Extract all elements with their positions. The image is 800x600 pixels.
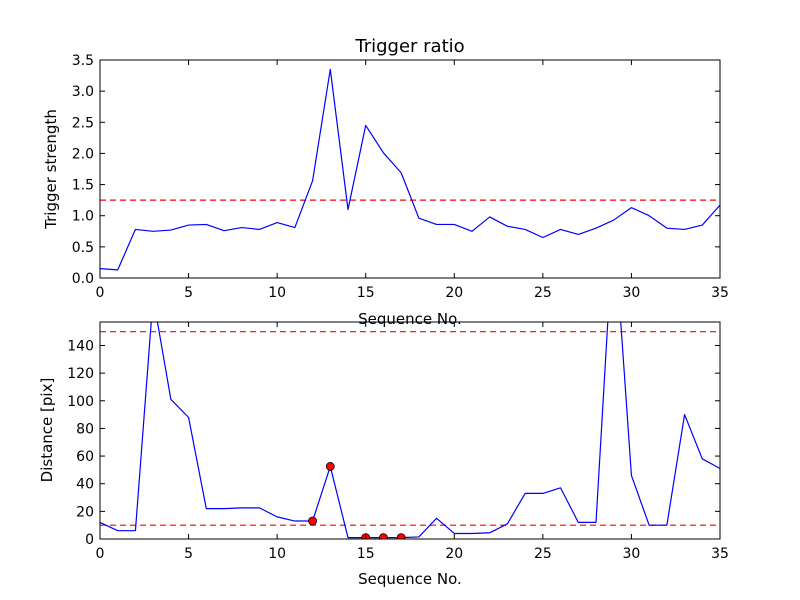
y-tick-label: 40	[76, 477, 94, 493]
x-tick-label: 15	[357, 546, 375, 562]
y-tick-label: 80	[76, 421, 94, 437]
plot-area	[100, 68, 720, 271]
axis-ticks: 0 5 10 15 20 25 30 35 0 20 40 60 80 100 120 140	[67, 322, 729, 562]
axes-frame	[99, 59, 721, 279]
y-tick-label: 60	[76, 449, 94, 465]
distance-plot: 0 5 10 15 20 25 30 35 0 20 40 60 80 100 120 140 Sequenc…	[38, 321, 729, 588]
y-tick-label: 3.0	[72, 84, 94, 100]
y-tick-label: 140	[67, 338, 94, 354]
x-tick-label: 15	[357, 285, 375, 301]
x-tick-label: 0	[96, 546, 105, 562]
y-axis-label: Trigger strength	[42, 109, 60, 230]
data-point-marker	[379, 533, 388, 539]
data-point-marker	[325, 462, 335, 471]
x-tick-label: 25	[534, 285, 552, 301]
y-tick-label: 1.5	[72, 178, 94, 194]
x-tick-label: 30	[623, 546, 641, 562]
x-tick-label: 5	[184, 285, 193, 301]
axes-frame	[99, 321, 721, 540]
y-tick-label: 0.5	[72, 240, 94, 256]
y-tick-label: 100	[67, 394, 94, 410]
x-tick-label: 25	[534, 546, 552, 562]
plot-area	[100, 322, 720, 539]
x-tick-label: 10	[268, 285, 286, 301]
x-axis-label: Sequence No.	[358, 310, 462, 328]
x-tick-label: 30	[623, 285, 641, 301]
x-tick-label: 20	[445, 285, 463, 301]
series-line	[100, 322, 720, 539]
y-tick-label: 0.0	[72, 271, 94, 287]
series-line	[100, 68, 720, 271]
x-axis-label: Sequence No.	[358, 570, 462, 588]
x-tick-label: 35	[711, 546, 729, 562]
y-tick-label: 1.0	[72, 209, 94, 225]
x-tick-label: 0	[96, 285, 105, 301]
chart-title: Trigger ratio	[354, 36, 464, 57]
x-tick-label: 5	[184, 546, 193, 562]
y-tick-label: 3.5	[72, 53, 94, 69]
x-tick-label: 35	[711, 285, 729, 301]
data-point-marker	[308, 516, 317, 526]
x-tick-label: 20	[445, 546, 463, 562]
axis-ticks: 0 5 10 15 20 25 30 35 0.0 0.5 1.0 1.5 2.0 2.5 3.0 3.5	[72, 53, 729, 301]
data-point-marker	[396, 533, 406, 539]
y-axis-label: Distance [pix]	[38, 378, 56, 483]
y-tick-label: 0	[85, 532, 94, 548]
trigger-ratio-plot: 0 5 10 15 20 25 30 35 0.0 0.5 1.0 1.5 2.0 2.5 3.0 3.5 T…	[42, 36, 729, 328]
x-tick-label: 10	[268, 546, 286, 562]
y-tick-label: 20	[76, 504, 94, 520]
y-tick-label: 2.5	[72, 115, 94, 131]
y-tick-label: 2.0	[72, 146, 94, 162]
y-tick-label: 120	[67, 366, 94, 382]
